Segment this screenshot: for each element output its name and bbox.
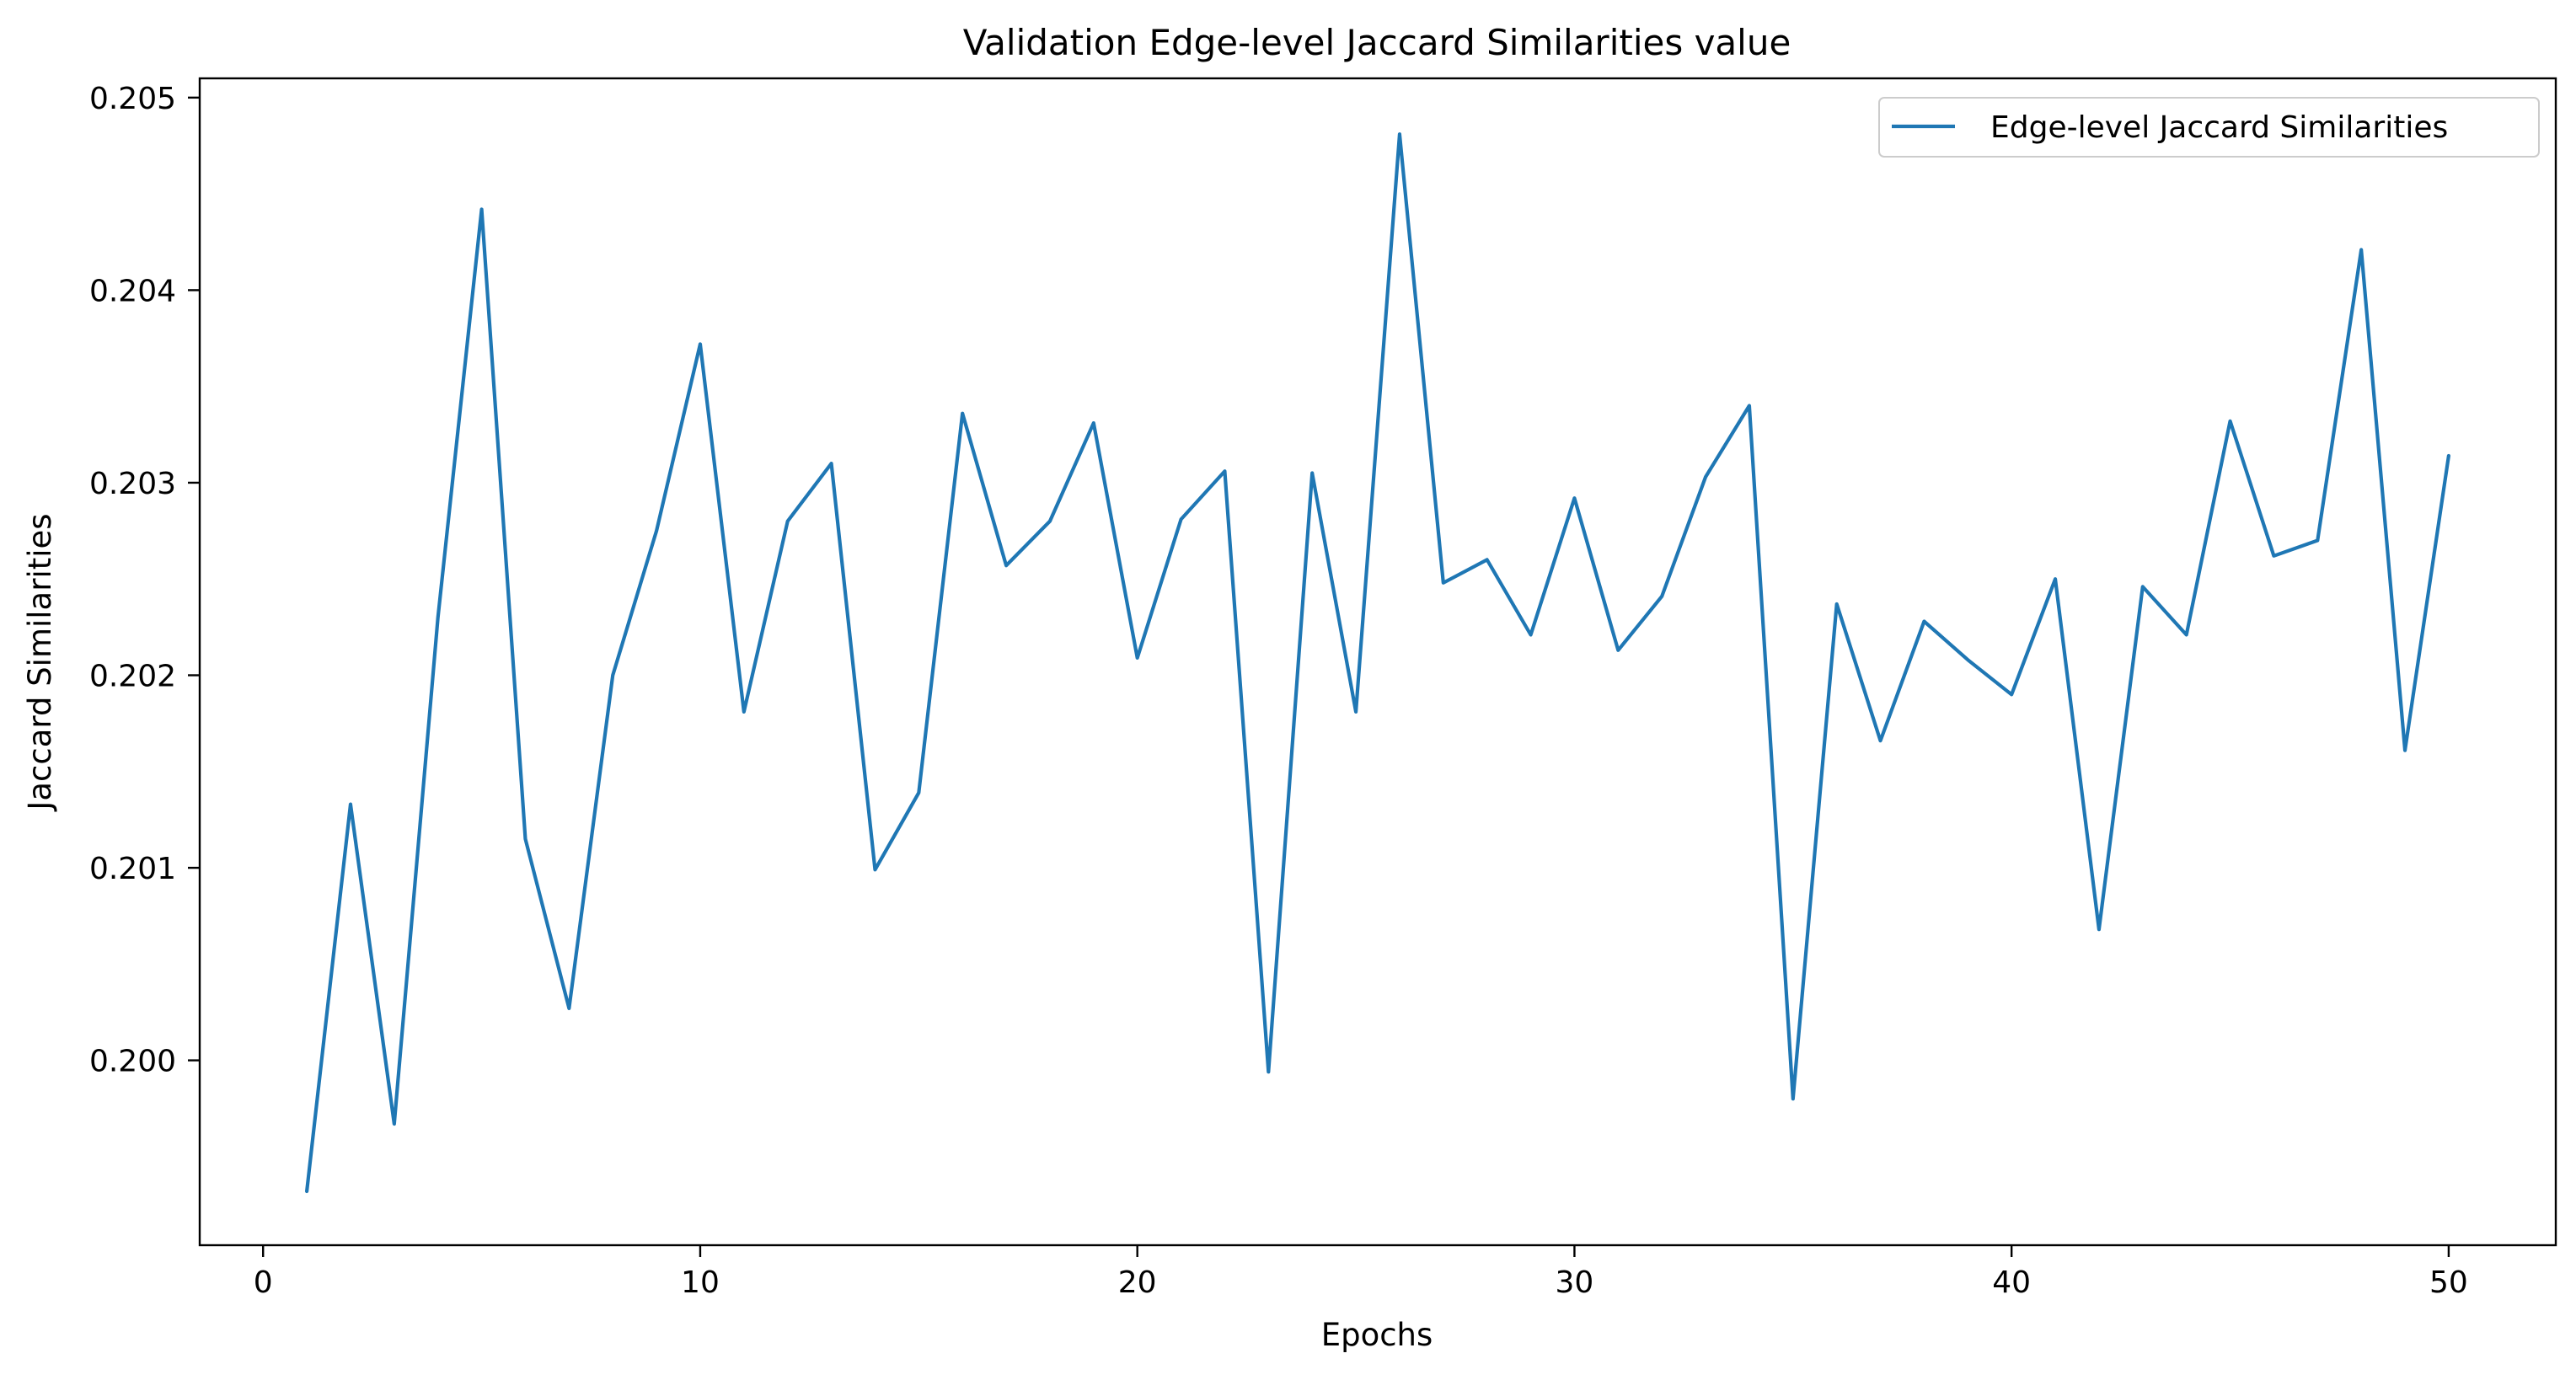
legend-label: Edge-level Jaccard Similarities	[1990, 110, 2448, 145]
legend: Edge-level Jaccard Similarities	[1878, 97, 2540, 158]
legend-box	[1878, 97, 2540, 158]
chart-title: Validation Edge-level Jaccard Similariti…	[963, 22, 1791, 63]
y-tick-label: 0.203	[89, 467, 176, 501]
y-axis-label: Jaccard Similarities	[22, 513, 58, 811]
y-axis: 0.200 0.201 0.202 0.203 0.204 0.205	[89, 82, 200, 1079]
x-tick-label: 20	[1118, 1265, 1157, 1300]
y-tick-label: 0.200	[89, 1045, 176, 1079]
y-tick-label: 0.201	[89, 852, 176, 886]
x-axis-label: Epochs	[1321, 1317, 1433, 1353]
series-line	[304, 132, 2451, 1194]
y-tick-label: 0.202	[89, 659, 176, 693]
x-tick-label: 40	[1992, 1265, 2031, 1300]
series-group	[304, 132, 2451, 1194]
y-tick-label: 0.204	[89, 274, 176, 308]
x-tick-label: 30	[1556, 1265, 1594, 1300]
x-axis: 0 10 20 30 40 50	[254, 1245, 2468, 1300]
x-tick-label: 0	[254, 1265, 273, 1300]
y-tick-label: 0.205	[89, 82, 176, 116]
x-tick-label: 10	[681, 1265, 720, 1300]
plot-area	[198, 77, 2557, 1247]
x-tick-label: 50	[2429, 1265, 2468, 1300]
